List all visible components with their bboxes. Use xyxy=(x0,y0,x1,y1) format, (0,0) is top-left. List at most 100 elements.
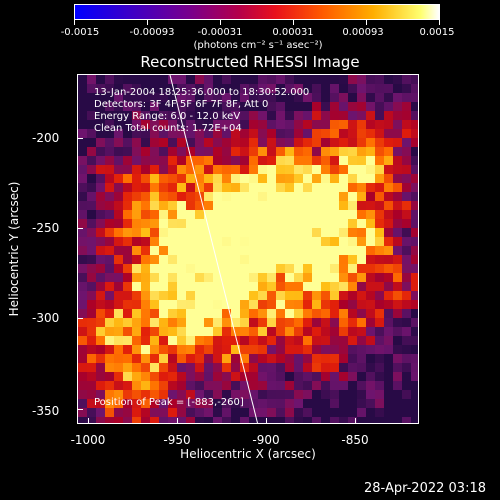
image-pixel xyxy=(411,282,418,291)
image-pixel xyxy=(123,219,132,228)
image-pixel xyxy=(213,372,222,381)
image-pixel xyxy=(231,399,240,408)
image-pixel xyxy=(375,390,384,399)
image-pixel xyxy=(213,408,222,417)
image-pixel xyxy=(141,174,150,183)
image-pixel xyxy=(321,228,330,237)
image-pixel xyxy=(267,237,276,246)
image-pixel xyxy=(123,165,132,174)
image-pixel xyxy=(132,192,141,201)
image-pixel xyxy=(177,129,186,138)
image-pixel xyxy=(177,219,186,228)
image-pixel xyxy=(339,84,348,93)
image-pixel xyxy=(384,408,393,417)
image-pixel xyxy=(393,93,402,102)
image-pixel xyxy=(159,75,168,84)
y-tick-label: -350 xyxy=(32,404,60,418)
image-pixel xyxy=(321,93,330,102)
image-pixel xyxy=(105,129,114,138)
image-pixel xyxy=(159,183,168,192)
image-pixel xyxy=(231,147,240,156)
image-pixel xyxy=(105,399,114,408)
image-pixel xyxy=(285,219,294,228)
image-pixel xyxy=(366,291,375,300)
image-pixel xyxy=(141,75,150,84)
image-pixel xyxy=(249,84,258,93)
image-pixel xyxy=(393,372,402,381)
image-pixel xyxy=(330,228,339,237)
image-pixel xyxy=(132,201,141,210)
image-pixel xyxy=(285,147,294,156)
image-pixel xyxy=(114,147,123,156)
image-pixel xyxy=(195,138,204,147)
image-pixel xyxy=(258,84,267,93)
image-pixel xyxy=(150,345,159,354)
image-pixel xyxy=(267,120,276,129)
image-pixel xyxy=(159,273,168,282)
image-pixel xyxy=(123,228,132,237)
image-pixel xyxy=(402,336,411,345)
image-pixel xyxy=(222,129,231,138)
image-pixel xyxy=(96,147,105,156)
image-pixel xyxy=(303,354,312,363)
image-pixel xyxy=(375,192,384,201)
image-pixel xyxy=(177,390,186,399)
image-pixel xyxy=(321,381,330,390)
image-pixel xyxy=(195,345,204,354)
image-pixel xyxy=(186,165,195,174)
image-pixel xyxy=(330,282,339,291)
image-pixel xyxy=(141,309,150,318)
image-pixel xyxy=(384,84,393,93)
image-pixel xyxy=(240,111,249,120)
image-pixel xyxy=(123,354,132,363)
image-pixel xyxy=(384,399,393,408)
image-pixel xyxy=(213,138,222,147)
image-pixel xyxy=(132,165,141,174)
image-pixel xyxy=(231,255,240,264)
image-pixel xyxy=(276,327,285,336)
image-pixel xyxy=(312,165,321,174)
image-pixel xyxy=(231,264,240,273)
image-pixel xyxy=(366,336,375,345)
image-pixel xyxy=(222,363,231,372)
image-pixel xyxy=(276,363,285,372)
image-pixel xyxy=(321,138,330,147)
image-pixel xyxy=(348,282,357,291)
image-pixel xyxy=(276,156,285,165)
image-pixel xyxy=(411,345,418,354)
image-pixel xyxy=(267,201,276,210)
image-pixel xyxy=(303,111,312,120)
image-pixel xyxy=(294,174,303,183)
image-pixel xyxy=(195,228,204,237)
image-pixel xyxy=(114,201,123,210)
image-pixel xyxy=(231,327,240,336)
image-pixel xyxy=(150,192,159,201)
image-pixel xyxy=(339,363,348,372)
image-pixel xyxy=(330,219,339,228)
image-pixel xyxy=(186,327,195,336)
image-pixel xyxy=(411,75,418,84)
image-pixel xyxy=(276,138,285,147)
image-pixel xyxy=(330,129,339,138)
image-pixel xyxy=(375,381,384,390)
image-pixel xyxy=(366,327,375,336)
image-pixel xyxy=(177,399,186,408)
image-pixel xyxy=(312,192,321,201)
image-pixel xyxy=(204,408,213,417)
image-pixel xyxy=(375,111,384,120)
image-pixel xyxy=(96,120,105,129)
image-pixel xyxy=(150,390,159,399)
image-pixel xyxy=(114,363,123,372)
image-pixel xyxy=(330,138,339,147)
image-pixel xyxy=(321,255,330,264)
image-pixel xyxy=(132,237,141,246)
image-pixel xyxy=(357,93,366,102)
image-pixel xyxy=(393,174,402,183)
image-pixel xyxy=(258,120,267,129)
image-pixel xyxy=(321,336,330,345)
image-pixel xyxy=(186,273,195,282)
image-pixel xyxy=(132,327,141,336)
image-pixel xyxy=(114,273,123,282)
image-pixel xyxy=(213,381,222,390)
image-pixel xyxy=(213,363,222,372)
